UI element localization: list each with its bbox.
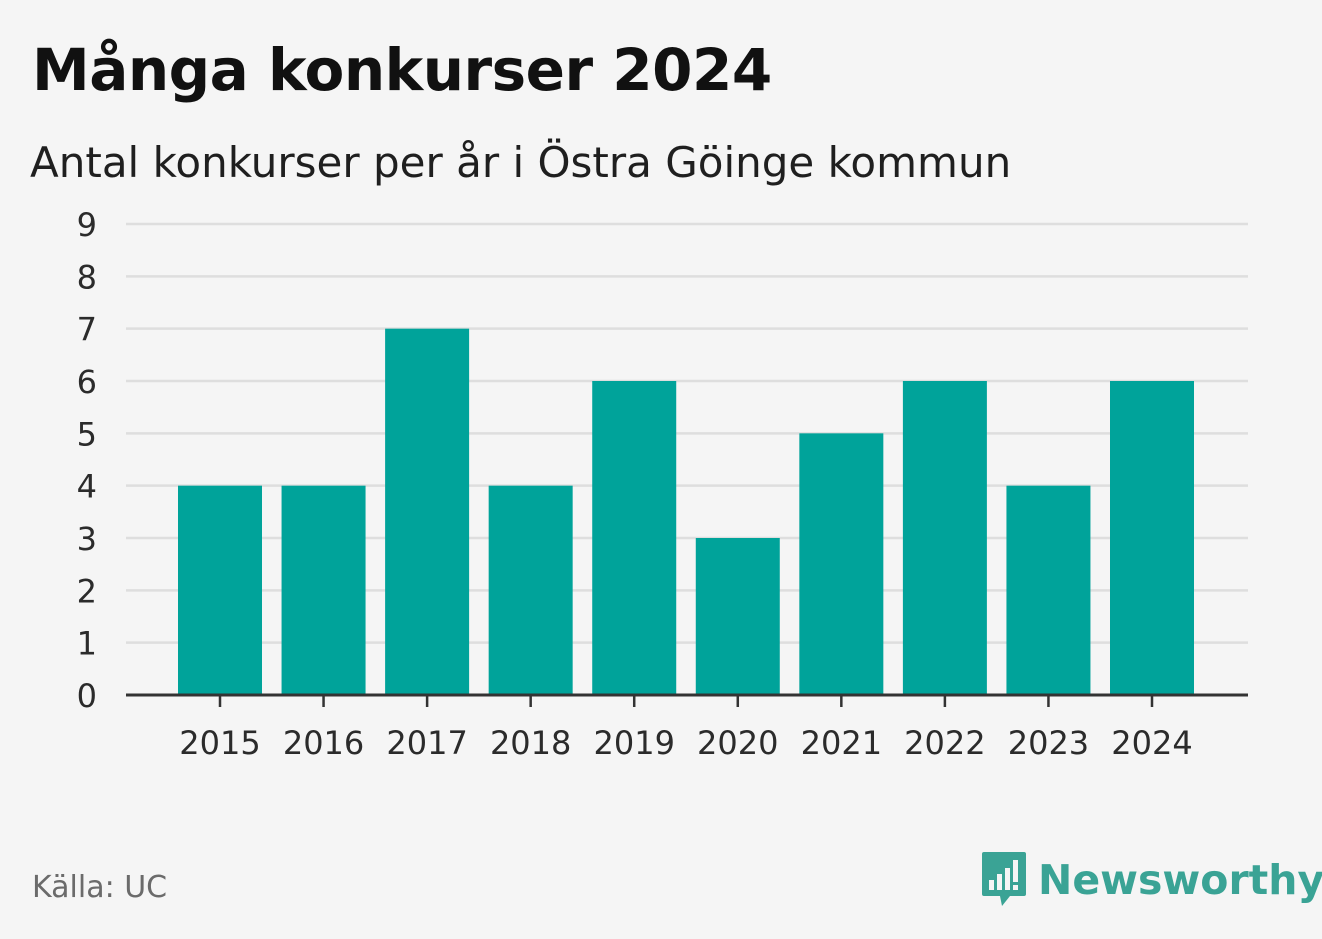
bar [695, 538, 780, 695]
x-tick-label: 2016 [283, 724, 364, 762]
x-tick-label: 2021 [801, 724, 882, 762]
x-tick-label: 2022 [904, 724, 985, 762]
bar [902, 381, 987, 695]
x-tick-label: 2018 [490, 724, 571, 762]
y-tick-label: 8 [77, 258, 97, 296]
y-tick-label: 0 [77, 677, 97, 715]
x-tick-label: 2020 [697, 724, 778, 762]
x-tick-label: 2019 [594, 724, 675, 762]
bar [1006, 485, 1091, 695]
bar [1110, 381, 1194, 695]
y-tick-label: 3 [77, 520, 97, 558]
brand-logo: Newsworthy [980, 850, 1322, 910]
source-note: Källa: UC [32, 870, 168, 905]
chart-subtitle: Antal konkurser per år i Östra Göinge ko… [30, 138, 1012, 187]
y-tick-label: 5 [77, 415, 97, 453]
y-tick-label: 9 [77, 206, 97, 244]
chart-title: Många konkurser 2024 [32, 36, 772, 104]
bar [281, 485, 366, 695]
y-tick-label: 7 [77, 311, 97, 349]
bar [178, 485, 262, 695]
y-tick-label: 4 [77, 468, 97, 506]
bar [488, 485, 573, 695]
bar [592, 381, 677, 695]
x-tick-label: 2015 [179, 724, 260, 762]
y-tick-label: 6 [77, 363, 97, 401]
y-tick-label: 1 [77, 625, 97, 663]
x-tick-label: 2023 [1008, 724, 1089, 762]
x-tick-label: 2024 [1111, 724, 1192, 762]
bar [799, 433, 884, 695]
newsworthy-logo-icon [982, 852, 1026, 906]
x-tick-label: 2017 [386, 724, 467, 762]
brand-name: Newsworthy [1038, 856, 1322, 904]
bar [385, 328, 470, 695]
y-tick-label: 2 [77, 572, 97, 610]
